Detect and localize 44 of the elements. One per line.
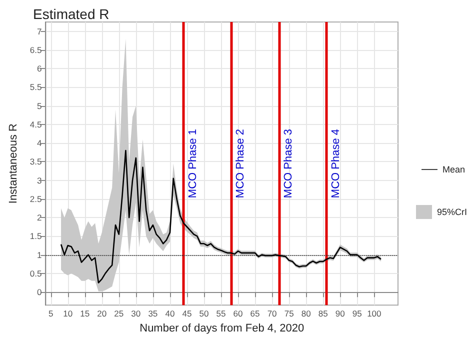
chart-title: Estimated R xyxy=(33,6,110,22)
x-tick-label: 40 xyxy=(165,308,175,319)
y-tick-label: 6 xyxy=(36,64,42,74)
y-tick-label: 4.5 xyxy=(30,119,42,130)
x-tick-label: 45 xyxy=(182,308,192,319)
x-tick-label: 35 xyxy=(148,308,158,319)
ref-line-label: MCO Phase 1 xyxy=(187,129,200,198)
y-tick-label: 1.5 xyxy=(30,231,42,242)
y-tick-label: 5 xyxy=(36,100,42,111)
y-axis-title: Instantaneous R xyxy=(8,123,20,204)
x-tick-label: 25 xyxy=(114,308,124,319)
y-tick-label: 1 xyxy=(36,250,42,260)
x-tick-label: 15 xyxy=(80,308,90,319)
y-tick-label: 2.5 xyxy=(30,194,42,204)
x-tick-label: 50 xyxy=(199,308,209,319)
x-tick-label: 55 xyxy=(216,308,226,319)
legend-label: Mean xyxy=(442,164,465,174)
x-tick-label: 85 xyxy=(318,308,328,319)
x-tick-label: 60 xyxy=(233,308,244,319)
x-tick-label: 75 xyxy=(284,308,294,319)
ref-line-label: MCO Phase 2 xyxy=(234,129,247,198)
x-tick-label: 20 xyxy=(97,308,107,319)
ref-line-label: MCO Phase 3 xyxy=(282,129,294,198)
text: 95%CrI xyxy=(437,207,468,217)
y-tick-label: 7 xyxy=(36,26,42,36)
y-tick-label: 5.5 xyxy=(30,82,42,92)
x-tick-label: 30 xyxy=(131,308,141,319)
x-tick-label: 95 xyxy=(352,308,362,319)
x-axis-title: Number of days from Feb 4, 2020 xyxy=(140,322,304,334)
y-tick-label: 3 xyxy=(36,175,42,186)
x-tick-label: 5 xyxy=(48,308,54,319)
y-tick-label: 0 xyxy=(36,287,42,298)
y-tick-label: 4 xyxy=(36,138,42,148)
y-tick-label: 0.5 xyxy=(30,268,42,278)
x-tick-label: 100 xyxy=(367,308,382,319)
x-tick-label: 90 xyxy=(335,308,346,319)
x-tick-label: 65 xyxy=(250,308,260,319)
x-tick-label: 10 xyxy=(63,308,73,319)
x-tick-label: 80 xyxy=(301,308,312,319)
y-tick-label: 6.5 xyxy=(30,44,42,55)
y-tick-label: 3.5 xyxy=(30,156,42,167)
x-tick-label: 70 xyxy=(267,308,278,319)
y-tick-label: 2 xyxy=(36,212,42,223)
ref-line-label: MCO Phase 4 xyxy=(330,129,342,198)
